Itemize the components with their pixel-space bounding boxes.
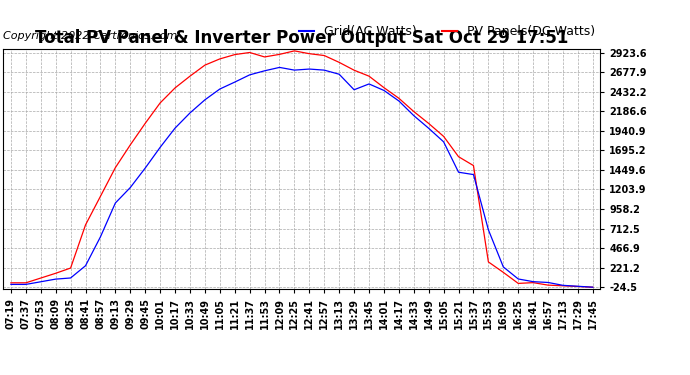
Title: Total PV Panel & Inverter Power Output Sat Oct 29 17:51: Total PV Panel & Inverter Power Output S…	[35, 29, 569, 47]
Text: Copyright 2022 Cartronics.com: Copyright 2022 Cartronics.com	[3, 32, 178, 41]
Legend: Grid(AC Watts), PV Panels(DC Watts): Grid(AC Watts), PV Panels(DC Watts)	[295, 20, 600, 43]
